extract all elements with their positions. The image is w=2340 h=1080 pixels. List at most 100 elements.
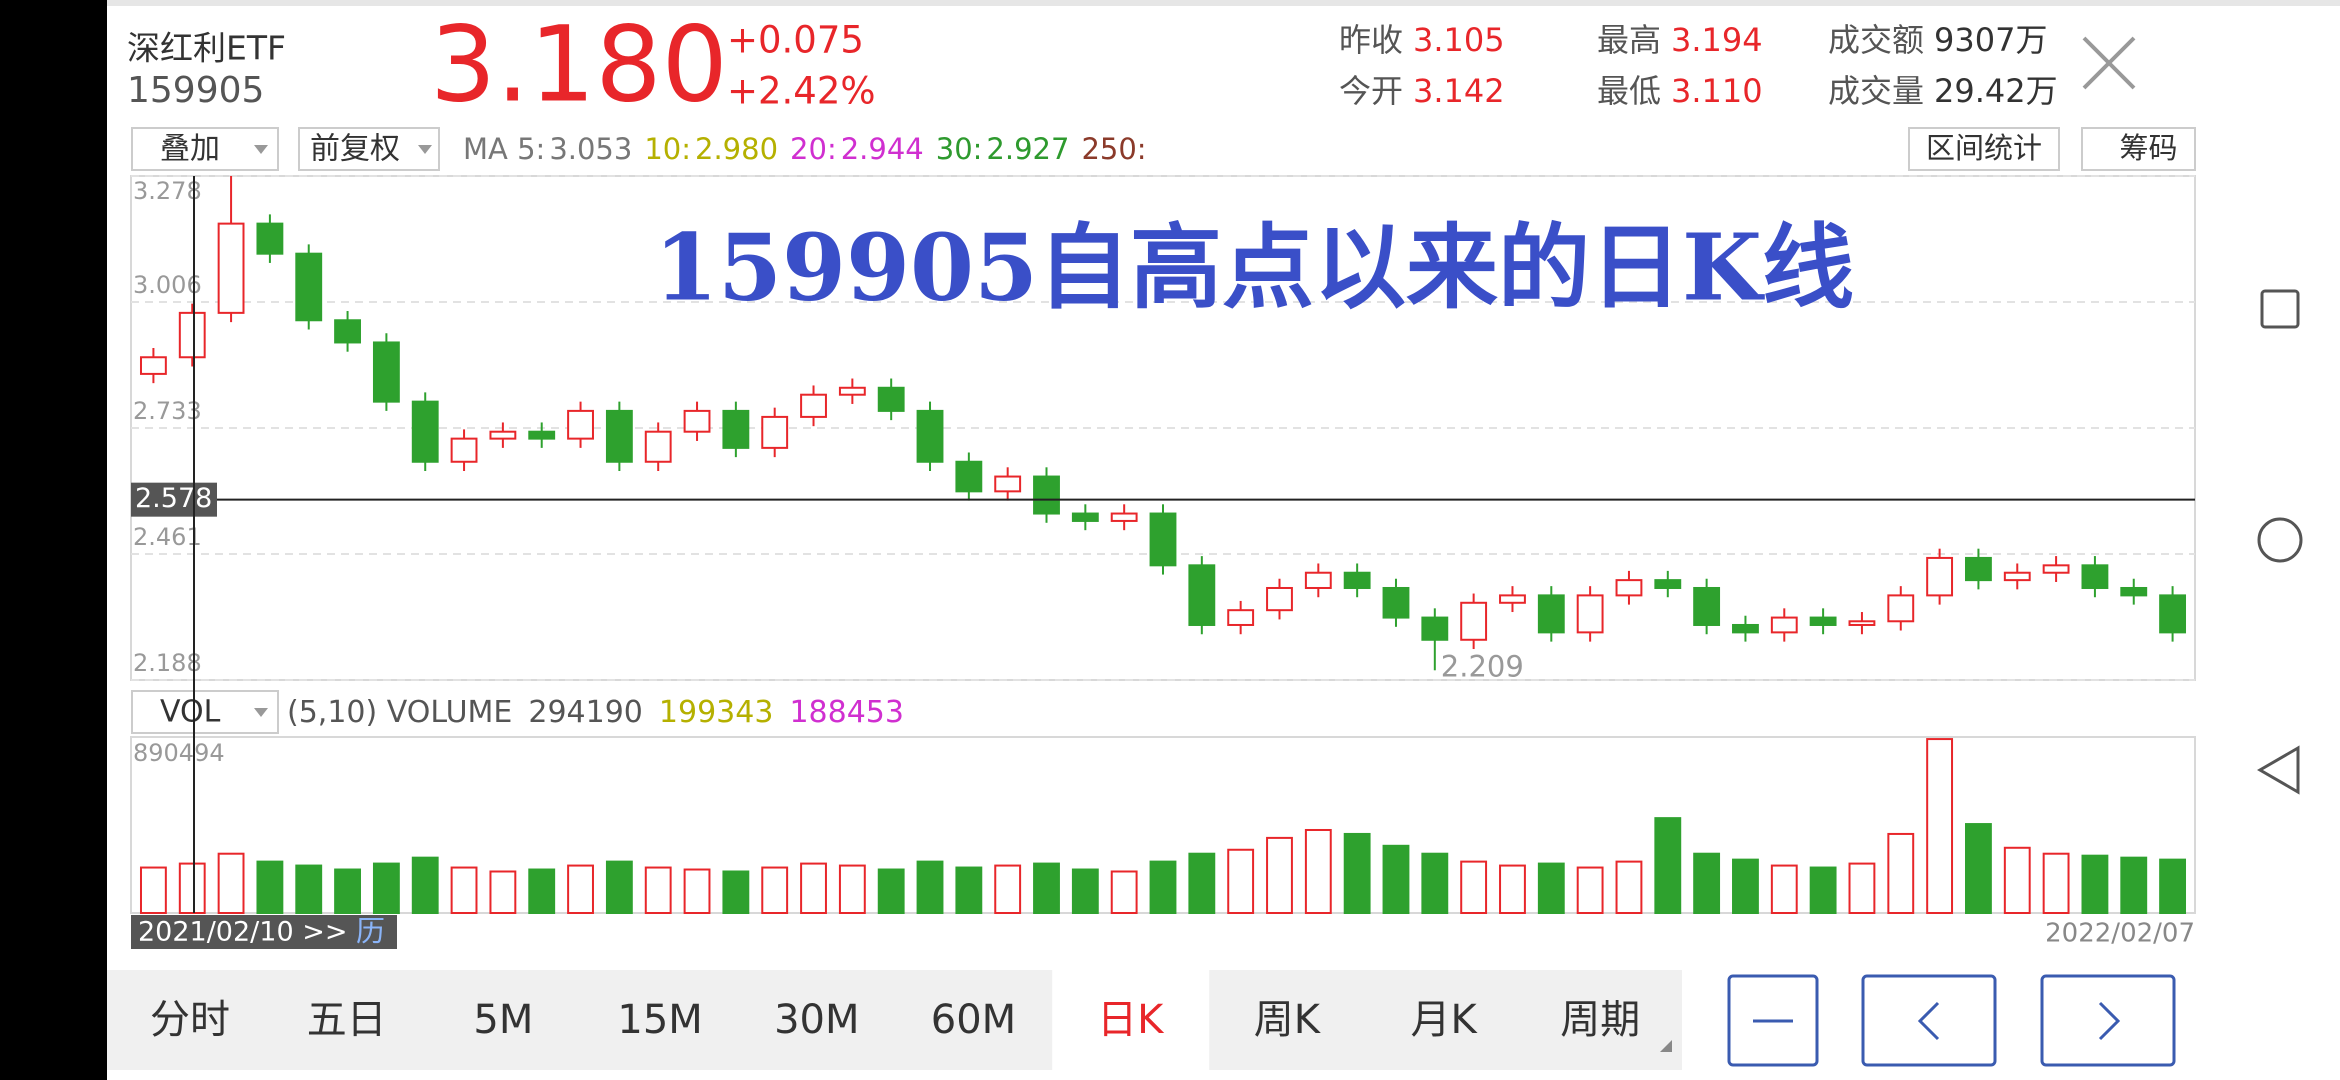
tab[interactable]: 60M — [931, 997, 1016, 1043]
stat: 昨收 3.105 — [1339, 21, 1505, 59]
next-button[interactable] — [2040, 974, 2176, 1067]
volume-bar — [1965, 823, 1992, 915]
toolbar-button-label: 筹码 — [2119, 131, 2177, 165]
tab[interactable]: 分时 — [150, 997, 230, 1043]
vol-value: 199343 — [659, 695, 774, 730]
tab[interactable]: 周K — [1254, 997, 1322, 1043]
tab[interactable]: 5M — [473, 997, 533, 1043]
candle-body — [2081, 564, 2109, 589]
left-edge — [0, 0, 107, 1080]
tab[interactable]: 周期 — [1560, 997, 1640, 1043]
prev-button[interactable] — [1861, 974, 1997, 1067]
overlay-dropdown[interactable]: 叠加 — [131, 127, 279, 171]
adjust-dropdown[interactable]: 前复权 — [298, 127, 440, 171]
candle-body — [916, 409, 944, 463]
candle-body — [489, 430, 517, 440]
candle-body — [139, 356, 167, 375]
toolbar-button-label: 区间统计 — [1926, 131, 2042, 165]
candle-body — [1460, 601, 1488, 641]
adjust-label: 前复权 — [310, 132, 400, 167]
nav-home[interactable] — [2257, 517, 2303, 563]
volume-bar — [256, 860, 284, 914]
volume-bar — [334, 868, 361, 914]
candle-body — [178, 311, 206, 359]
candle-body — [683, 409, 711, 433]
volume-bar — [2081, 854, 2109, 914]
crosshair-label: 2.578 — [135, 483, 212, 514]
stat: 成交额 9307万 — [1828, 21, 2047, 59]
volume-chart: 890494 — [133, 738, 2187, 915]
y-tick-label: 3.006 — [133, 271, 202, 299]
volume-bar — [916, 860, 944, 914]
tab[interactable]: 月K — [1410, 997, 1478, 1043]
stat-value: 9307万 — [1934, 21, 2047, 59]
volume-bar — [1188, 852, 1216, 915]
volume-bar — [1654, 817, 1682, 914]
candle-body — [1266, 586, 1293, 612]
ma-value: 3.053 — [549, 132, 632, 166]
ma-value: 2.927 — [986, 132, 1069, 166]
candle-body — [411, 400, 439, 463]
candle-body — [217, 222, 245, 314]
tab[interactable]: 日K — [1097, 997, 1165, 1043]
volume-bar — [372, 862, 400, 915]
toolbar-button[interactable] — [2081, 127, 2196, 171]
volume-bar — [2003, 846, 2031, 914]
candle-body — [1071, 512, 1099, 522]
candle-body — [1770, 616, 1798, 634]
price: 3.180 — [430, 3, 728, 125]
volume-bar — [955, 866, 983, 915]
vol-dropdown[interactable]: VOL — [131, 690, 279, 734]
volume-bar — [683, 868, 711, 914]
candle-body — [1537, 594, 1565, 634]
stat: 最低 3.110 — [1597, 72, 1763, 110]
candle-body — [1033, 475, 1060, 515]
tabs: 分时 五日 5M 15M 30M 60M 日K 周K 月K 周期 — [150, 970, 1640, 1070]
ma-label: 10: — [644, 132, 691, 166]
candle-body — [1188, 564, 1216, 626]
candle-body — [567, 409, 594, 440]
candle-body — [877, 386, 905, 412]
candle-body — [722, 409, 750, 449]
volume-bar — [1732, 858, 1759, 914]
candle-body — [1421, 616, 1449, 641]
stat-label: 昨收 — [1339, 21, 1403, 59]
tab[interactable]: 30M — [774, 997, 859, 1043]
volume-bar — [1770, 864, 1798, 915]
candle-body — [1887, 594, 1915, 623]
ma-legend: MA 5: 3.053 10: 2.980 20: 2.944 30: 2.927 250: — [463, 132, 1147, 166]
candle-body — [2042, 564, 2070, 574]
start-date-box — [131, 915, 397, 949]
stat-label: 成交量 — [1828, 72, 1924, 110]
stat-value: 3.142 — [1413, 72, 1505, 110]
volume-bar — [1887, 832, 1915, 914]
ma-label: 250: — [1081, 132, 1146, 166]
tab[interactable]: 五日 — [307, 997, 387, 1043]
toolbar-button[interactable] — [1908, 127, 2060, 171]
volume-bar — [722, 870, 750, 914]
volume-bar — [1343, 832, 1371, 914]
volume-bar — [2120, 856, 2148, 914]
volume-bar — [411, 856, 439, 914]
calendar-link[interactable]: 历 — [356, 914, 385, 948]
candle-body — [994, 475, 1022, 493]
volume-bar — [1499, 864, 1526, 915]
volume-bar — [1809, 866, 1837, 915]
close-button[interactable] — [2082, 36, 2136, 90]
tab-active-bg — [1052, 970, 1210, 1070]
nav-back[interactable] — [2257, 745, 2300, 795]
stat-value: 3.194 — [1671, 21, 1763, 59]
crosshair-label-box — [131, 482, 217, 517]
candle-body — [528, 430, 556, 440]
volume-bar — [295, 864, 323, 915]
ma-label: 20: — [790, 132, 837, 166]
volume-bar — [139, 866, 167, 915]
zoom-out-button[interactable] — [1727, 974, 1819, 1067]
chart-title: 159905自高点以来的日K线 — [654, 214, 1854, 322]
candle-body — [1615, 579, 1643, 597]
volume-bar — [567, 864, 594, 915]
tab[interactable]: 15M — [617, 997, 702, 1043]
low-annotation: 2.209 — [1441, 649, 1524, 683]
nav-recents[interactable] — [2260, 289, 2300, 329]
